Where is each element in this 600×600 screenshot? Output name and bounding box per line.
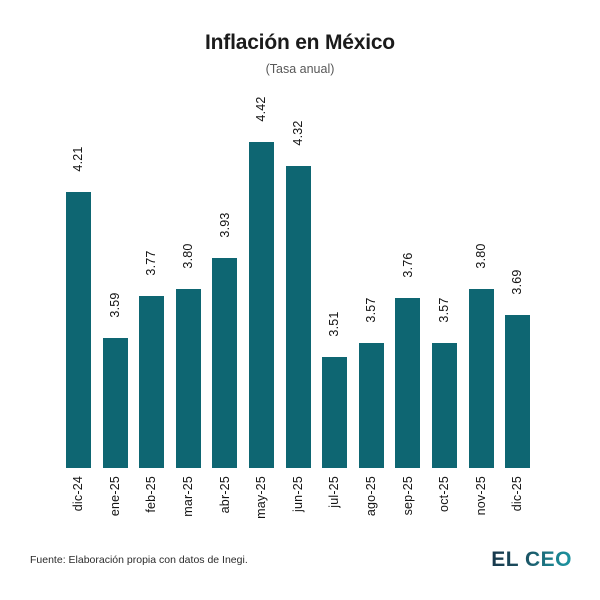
bar-column: 3.69 [499, 100, 536, 468]
x-axis-tick: abr-25 [206, 470, 243, 540]
bar [358, 342, 384, 468]
chart-plot-area: 4.21 3.59 3.77 3.80 3.93 4.42 4.32 3.51 3.57 3.76… [60, 96, 560, 468]
bar-value-label: 4.21 [71, 146, 86, 172]
x-axis-labels: dic-24 ene-25 feb-25 mar-25 abr-25 may-25 jun-… [60, 470, 560, 540]
x-axis-tick-label: dic-25 [510, 476, 525, 512]
x-axis-tick-label: ene-25 [107, 476, 122, 517]
x-axis-tick-label: oct-25 [437, 476, 452, 512]
x-axis-tick-label: ago-25 [364, 476, 379, 517]
brand-logo: EL CEO [491, 548, 572, 571]
x-axis-tick: may-25 [243, 470, 280, 540]
bar-column: 3.93 [206, 100, 243, 468]
x-axis-tick: sep-25 [389, 470, 426, 540]
bar-value-label: 3.77 [144, 250, 159, 276]
bar-value-label: 3.80 [181, 243, 196, 269]
x-axis-tick: jul-25 [316, 470, 353, 540]
bar-column: 4.32 [280, 100, 317, 468]
bar-column: 3.51 [316, 100, 353, 468]
bar-value-label: 3.57 [437, 297, 452, 323]
bar-series: 4.21 3.59 3.77 3.80 3.93 4.42 4.32 3.51 3.57 3.76… [60, 96, 560, 468]
bar-column: 4.21 [60, 100, 97, 468]
x-axis-tick: ago-25 [353, 470, 390, 540]
bar-value-label: 3.57 [364, 297, 379, 323]
bar-column: 3.80 [170, 100, 207, 468]
chart-footer: Fuente: Elaboración propia con datos de … [0, 548, 600, 578]
x-axis-tick: nov-25 [463, 470, 500, 540]
x-axis-tick-label: abr-25 [217, 476, 232, 514]
chart-header: Inflación en México (Tasa anual) [0, 30, 600, 78]
bar [505, 314, 531, 468]
bar [432, 342, 457, 468]
bar-value-label: 4.42 [254, 96, 269, 123]
x-axis-tick-label: dic-24 [71, 476, 86, 512]
x-axis-tick-label: nov-25 [473, 476, 488, 516]
bar-column: 3.59 [97, 100, 134, 468]
x-axis-tick: mar-25 [170, 470, 207, 540]
source-note: Fuente: Elaboración propia con datos de … [30, 554, 248, 566]
x-axis-tick: ene-25 [97, 470, 134, 540]
x-axis-tick: dic-25 [499, 470, 536, 540]
bar [175, 288, 201, 468]
x-axis-tick-label: jun-25 [290, 476, 305, 512]
bar-column: 3.57 [353, 100, 390, 468]
bar-column: 3.76 [389, 100, 426, 468]
bar [139, 295, 165, 468]
x-axis-tick-label: may-25 [254, 476, 269, 519]
bar-value-label: 4.32 [290, 120, 305, 146]
page-title: Inflación en México [205, 31, 395, 54]
x-axis-tick-label: feb-25 [144, 476, 159, 513]
x-axis-tick-label: mar-25 [181, 476, 196, 517]
x-axis-tick-label: jul-25 [327, 476, 342, 508]
x-axis-tick: jun-25 [280, 470, 317, 540]
bar-column: 3.77 [133, 100, 170, 468]
bar [212, 258, 238, 468]
bar-value-label: 3.80 [473, 243, 488, 269]
x-axis-tick: dic-24 [60, 470, 97, 540]
x-axis-tick: oct-25 [426, 470, 463, 540]
bar [66, 192, 91, 468]
bar-column: 3.80 [463, 100, 500, 468]
x-axis-tick-label: sep-25 [400, 476, 415, 516]
bar-value-label: 3.93 [217, 212, 232, 238]
bar [395, 298, 421, 468]
bar [285, 166, 311, 468]
bar [102, 338, 128, 468]
chart-subtitle: (Tasa anual) [265, 62, 335, 76]
x-axis-tick: feb-25 [133, 470, 170, 540]
bar-value-label: 3.76 [400, 252, 415, 278]
bar-value-label: 3.69 [510, 269, 525, 295]
bar-value-label: 3.51 [327, 311, 342, 337]
bar-column: 3.57 [426, 100, 463, 468]
bar [322, 357, 348, 468]
bar [468, 288, 494, 468]
bar-value-label: 3.59 [107, 292, 122, 318]
bar-column: 4.42 [243, 96, 280, 468]
bar [249, 142, 274, 468]
